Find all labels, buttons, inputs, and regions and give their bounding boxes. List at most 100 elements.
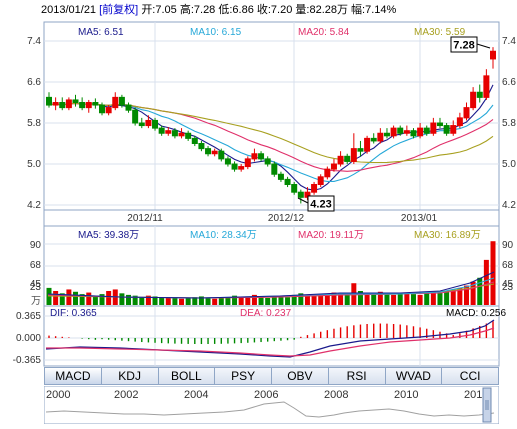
volume-bar xyxy=(304,296,310,305)
price-ma-label-4: MA30: 5.59 xyxy=(414,27,466,38)
price-y-tick: 5.8 xyxy=(502,118,516,129)
candle xyxy=(112,92,119,111)
volume-bar xyxy=(424,293,430,305)
price-ma-label-1: MA5: 6.51 xyxy=(78,27,124,38)
candle xyxy=(79,97,86,111)
candle xyxy=(52,97,59,111)
volume-bar xyxy=(384,294,390,305)
volume-bar xyxy=(212,298,218,305)
volume-bar xyxy=(463,285,469,305)
indicator-tabs: MACD KDJ BOLL PSY OBV RSI WVAD CCI xyxy=(44,367,499,385)
volume-y-tick: 68 xyxy=(30,260,42,271)
volume-bar xyxy=(86,292,92,305)
candle xyxy=(191,135,198,147)
volume-bar xyxy=(192,297,198,305)
quote-header: 2013/01/21 [前复权] 开:7.05 高:7.28 低:6.86 收:… xyxy=(41,2,511,18)
candle xyxy=(410,128,417,139)
volume-ma-lines xyxy=(47,271,495,299)
volume-y-tick: 23 xyxy=(30,282,42,293)
tab-rsi[interactable]: RSI xyxy=(328,367,386,385)
volume-y-tick: 90 xyxy=(30,240,42,251)
adjust-mode-link[interactable]: [前复权] xyxy=(99,4,139,16)
tab-psy[interactable]: PSY xyxy=(215,367,272,385)
timeline-navigator[interactable]: 2000 2002 2004 2006 2008 2010 2012 xyxy=(44,386,499,424)
macd-y-tick: 0.365 xyxy=(16,311,41,322)
candle xyxy=(198,140,205,152)
volume-bar xyxy=(437,292,443,305)
volume-bar xyxy=(179,298,185,305)
volume-bar xyxy=(132,295,138,305)
volume-bar xyxy=(397,292,403,305)
volume-bars xyxy=(46,241,496,305)
candle xyxy=(470,87,477,111)
volume-y-tick: 45 xyxy=(30,279,42,290)
candle xyxy=(443,123,450,136)
candle xyxy=(364,135,371,154)
tab-obv[interactable]: OBV xyxy=(272,367,329,385)
volume-bar xyxy=(318,294,324,305)
price-panel-frame xyxy=(43,21,500,227)
volume-ma-label-3: MA20: 19.11万 xyxy=(298,230,364,241)
candle xyxy=(403,125,410,136)
volume-bar xyxy=(477,277,483,305)
candle xyxy=(59,97,66,111)
candle xyxy=(304,187,311,200)
volume-bar xyxy=(66,289,72,305)
volume-bar xyxy=(430,291,436,305)
volume-bar xyxy=(357,291,363,305)
candle xyxy=(277,171,284,182)
volume-bar xyxy=(404,293,410,305)
dea-line xyxy=(46,327,495,357)
tab-boll[interactable]: BOLL xyxy=(158,367,216,385)
timeline-year: 2008 xyxy=(324,389,348,401)
timeline-years: 2000 2002 2004 2006 2008 2010 2012 xyxy=(46,389,488,401)
volume-bar xyxy=(205,298,211,305)
candle xyxy=(330,158,337,172)
candle xyxy=(105,105,112,116)
volume-bar xyxy=(126,294,132,305)
candle xyxy=(476,84,483,103)
volume-y-tick: 45 xyxy=(502,279,514,290)
high-price-callout: 7.28 xyxy=(450,36,491,53)
price-x-tick: 2013/01 xyxy=(401,213,438,224)
timeline-year: 2012 xyxy=(464,389,488,401)
candle xyxy=(463,102,470,121)
candle xyxy=(251,148,258,162)
volume-bar xyxy=(417,294,423,305)
candle xyxy=(311,181,318,195)
volume-ma-label-1: MA5: 39.38万 xyxy=(78,230,139,241)
price-y-tick: 6.6 xyxy=(502,77,516,88)
tab-macd[interactable]: MACD xyxy=(44,367,102,385)
low-price-label: 4.23 xyxy=(310,199,331,211)
volume-bar xyxy=(245,296,251,305)
timeline-year: 2010 xyxy=(394,389,418,401)
candle xyxy=(357,140,364,157)
tab-kdj[interactable]: KDJ xyxy=(101,367,159,385)
candle xyxy=(85,99,92,113)
candle xyxy=(178,128,185,139)
tab-wvad[interactable]: WVAD xyxy=(385,367,443,385)
candle xyxy=(244,156,251,170)
price-y-tick: 7.4 xyxy=(27,36,41,47)
candle xyxy=(238,164,245,172)
tab-cci[interactable]: CCI xyxy=(442,367,499,385)
volume-bar xyxy=(470,281,476,305)
timeline-history-line xyxy=(45,401,495,418)
price-x-axis: 2012/11 2012/12 2013/01 xyxy=(127,213,437,224)
volume-bar xyxy=(450,289,456,305)
candle xyxy=(65,97,72,111)
candle xyxy=(456,112,463,129)
candle xyxy=(271,161,278,177)
timeline-range-handle[interactable] xyxy=(482,387,492,423)
candle xyxy=(377,128,384,144)
volume-bar xyxy=(185,298,191,305)
macd-value-label: MACD: 0.256 xyxy=(446,308,506,319)
volume-bar xyxy=(73,291,79,305)
candle xyxy=(284,176,291,188)
macd-grid xyxy=(44,306,499,366)
volume-ma-label-2: MA10: 28.34万 xyxy=(190,230,257,241)
volume-bar xyxy=(172,297,178,305)
candle xyxy=(205,146,212,157)
candle xyxy=(211,148,218,157)
